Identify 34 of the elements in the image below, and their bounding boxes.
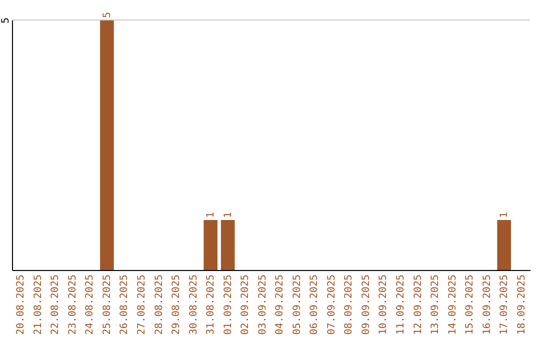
x-tick-label: 01.09.2025 xyxy=(222,274,234,335)
x-tick-label: 27.08.2025 xyxy=(136,274,148,335)
data-label: 5 xyxy=(102,12,113,18)
x-tick-label: 29.08.2025 xyxy=(171,274,182,335)
x-tick-label: 12.09.2025 xyxy=(412,274,424,335)
x-tick-label: 08.09.2025 xyxy=(344,274,355,335)
x-tick-label: 18.09.2025 xyxy=(516,274,528,335)
x-tick-label: 11.09.2025 xyxy=(396,274,406,335)
x-tick-label: 04.09.2025 xyxy=(274,274,286,335)
x-tick-label: 15.09.2025 xyxy=(464,274,476,335)
x-tick-label: 23.08.2025 xyxy=(67,274,78,335)
x-tick-label: 13.09.2025 xyxy=(430,274,442,335)
x-tick-label: 02.09.2025 xyxy=(240,274,252,335)
x-tick-label: 30.08.2025 xyxy=(188,274,200,335)
data-label: 1 xyxy=(499,212,510,218)
x-tick-label: 26.08.2025 xyxy=(119,274,130,335)
x-tick-label: 17.09.2025 xyxy=(499,274,510,335)
x-tick-label: 25.08.2025 xyxy=(102,274,113,335)
x-tick-label: 21.08.2025 xyxy=(32,274,44,335)
x-tick-label: 03.09.2025 xyxy=(257,274,268,335)
x-tick-label: 22.08.2025 xyxy=(50,274,62,335)
x-tick-label: 16.09.2025 xyxy=(482,274,493,335)
x-tick-label: 05.09.2025 xyxy=(292,274,303,335)
x-tick-label: 28.08.2025 xyxy=(154,274,165,335)
x-tick-label: 09.09.2025 xyxy=(360,274,372,335)
data-label: 1 xyxy=(206,212,217,218)
x-tick-label: 10.09.2025 xyxy=(378,274,390,335)
data-label: 1 xyxy=(222,212,234,218)
x-tick-label: 07.09.2025 xyxy=(326,274,338,335)
x-tick-label: 14.09.2025 xyxy=(447,274,458,335)
x-tick-label: 20.08.2025 xyxy=(16,274,27,335)
x-tick-label: 24.08.2025 xyxy=(84,274,96,335)
x-tick-label: 31.08.2025 xyxy=(206,274,217,335)
x-tick-label: 06.09.2025 xyxy=(309,274,320,335)
